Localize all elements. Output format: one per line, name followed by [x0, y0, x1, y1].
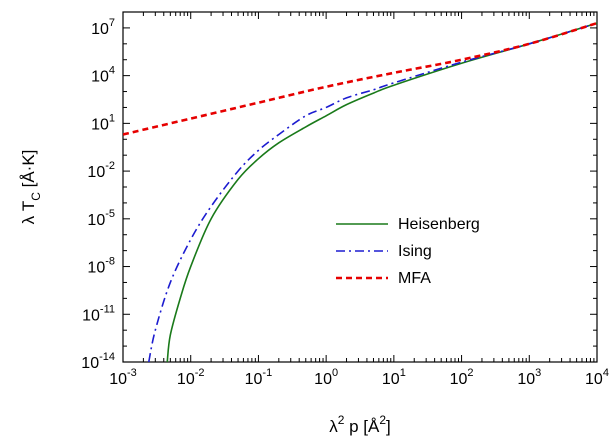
x-tick-label: 103	[517, 367, 541, 388]
series-mfa-line	[123, 21, 597, 136]
legend: Heisenberg Ising MFA	[336, 216, 480, 287]
series-ising-line	[147, 22, 597, 362]
y-tick-label: 10-5	[87, 208, 115, 229]
x-tick-label: 10-1	[245, 367, 273, 388]
plot-frame	[122, 11, 598, 363]
y-tick-label: 107	[91, 17, 115, 38]
x-tick-label: 104	[585, 367, 609, 388]
series-heisenberg-line	[166, 22, 597, 362]
legend-label-heisenberg: Heisenberg	[398, 216, 480, 233]
x-tick-label: 100	[314, 367, 338, 388]
x-axis-label: λ2 p [Å2]	[329, 413, 391, 436]
axis-labels: 10-3 10-2 10-1 100 101 102 103 104 10-14 10-11 10-…	[19, 17, 609, 436]
y-axis-label: λ TC [Å·K]	[19, 150, 43, 225]
x-tick-label: 10-2	[177, 367, 205, 388]
plot-area	[122, 11, 598, 363]
y-tick-label: 10-11	[82, 303, 115, 324]
legend-label-ising: Ising	[398, 243, 432, 260]
x-tick-label: 10-3	[109, 367, 137, 388]
x-tick-label: 101	[382, 367, 406, 388]
y-tick-label: 10-14	[81, 351, 115, 372]
legend-label-mfa: MFA	[398, 270, 431, 287]
y-tick-label: 10-2	[87, 160, 115, 181]
tick-layer	[122, 11, 598, 363]
y-tick-label: 104	[91, 65, 115, 86]
series-layer	[123, 21, 597, 362]
y-tick-label: 10-8	[87, 256, 115, 277]
x-tick-label: 102	[450, 367, 474, 388]
y-tick-label: 101	[91, 112, 115, 133]
